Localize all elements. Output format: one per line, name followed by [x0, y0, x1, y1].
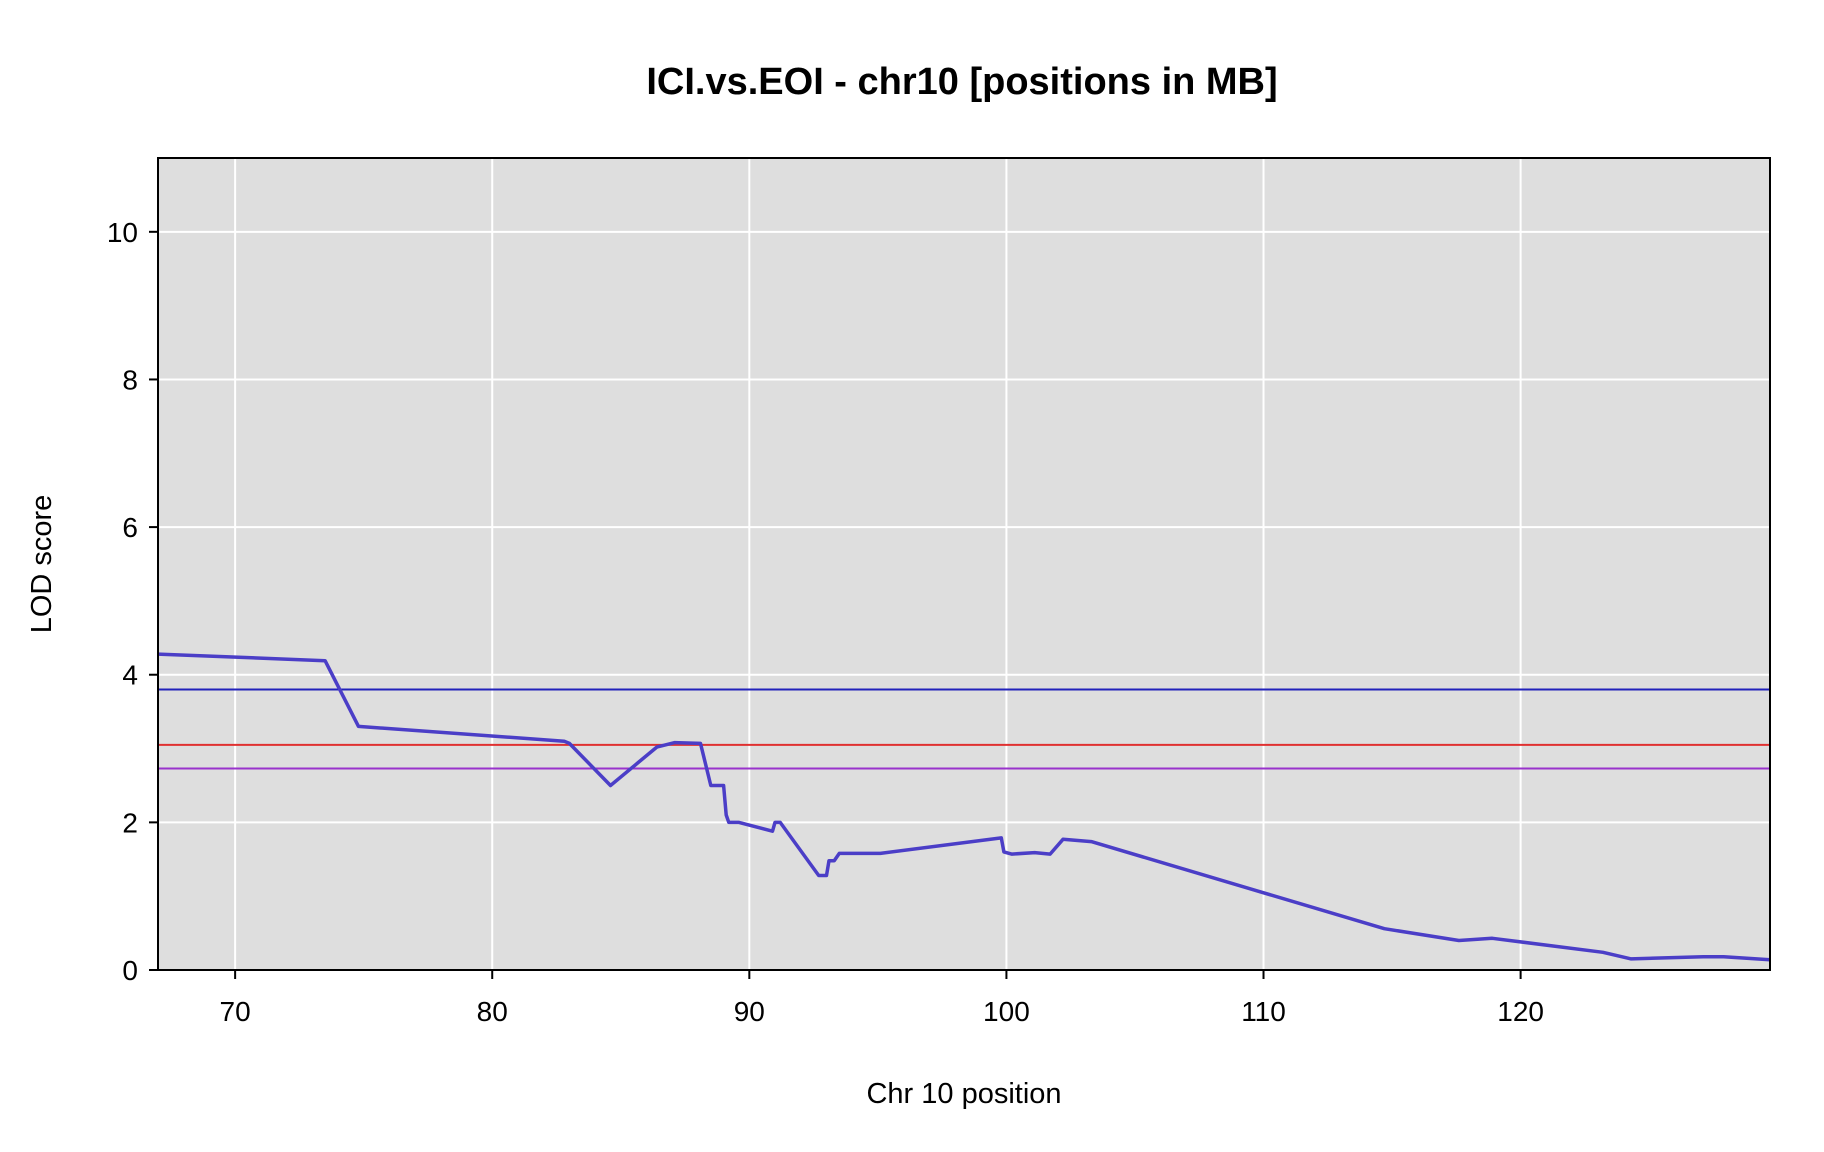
x-axis-title: Chr 10 position — [866, 1078, 1061, 1110]
y-tick-label: 10 — [107, 217, 138, 248]
x-tick-label: 120 — [1497, 996, 1544, 1027]
y-axis-title: LOD score — [26, 495, 58, 634]
x-tick-label: 100 — [983, 996, 1030, 1027]
chart-title: ICI.vs.EOI - chr10 [positions in MB] — [646, 61, 1277, 103]
x-tick-label: 110 — [1241, 996, 1286, 1027]
y-tick-label: 6 — [122, 512, 138, 543]
plot-panel — [158, 158, 1770, 970]
series-layer — [157, 652, 1771, 962]
x-tick-label: 70 — [220, 996, 251, 1027]
y-tick-label: 8 — [122, 364, 138, 395]
axes: 70 80 90 100 110 120 0 2 4 6 8 10 — [107, 217, 1544, 1027]
y-tick-label: 0 — [122, 955, 138, 986]
x-tick-label: 80 — [477, 996, 508, 1027]
plot-frame — [157, 157, 1771, 971]
threshold-lines — [158, 688, 1770, 770]
y-tick-label: 2 — [122, 807, 138, 838]
x-tick-label: 90 — [734, 996, 765, 1027]
lod-series-line — [157, 652, 1771, 962]
y-tick-label: 4 — [122, 660, 138, 691]
